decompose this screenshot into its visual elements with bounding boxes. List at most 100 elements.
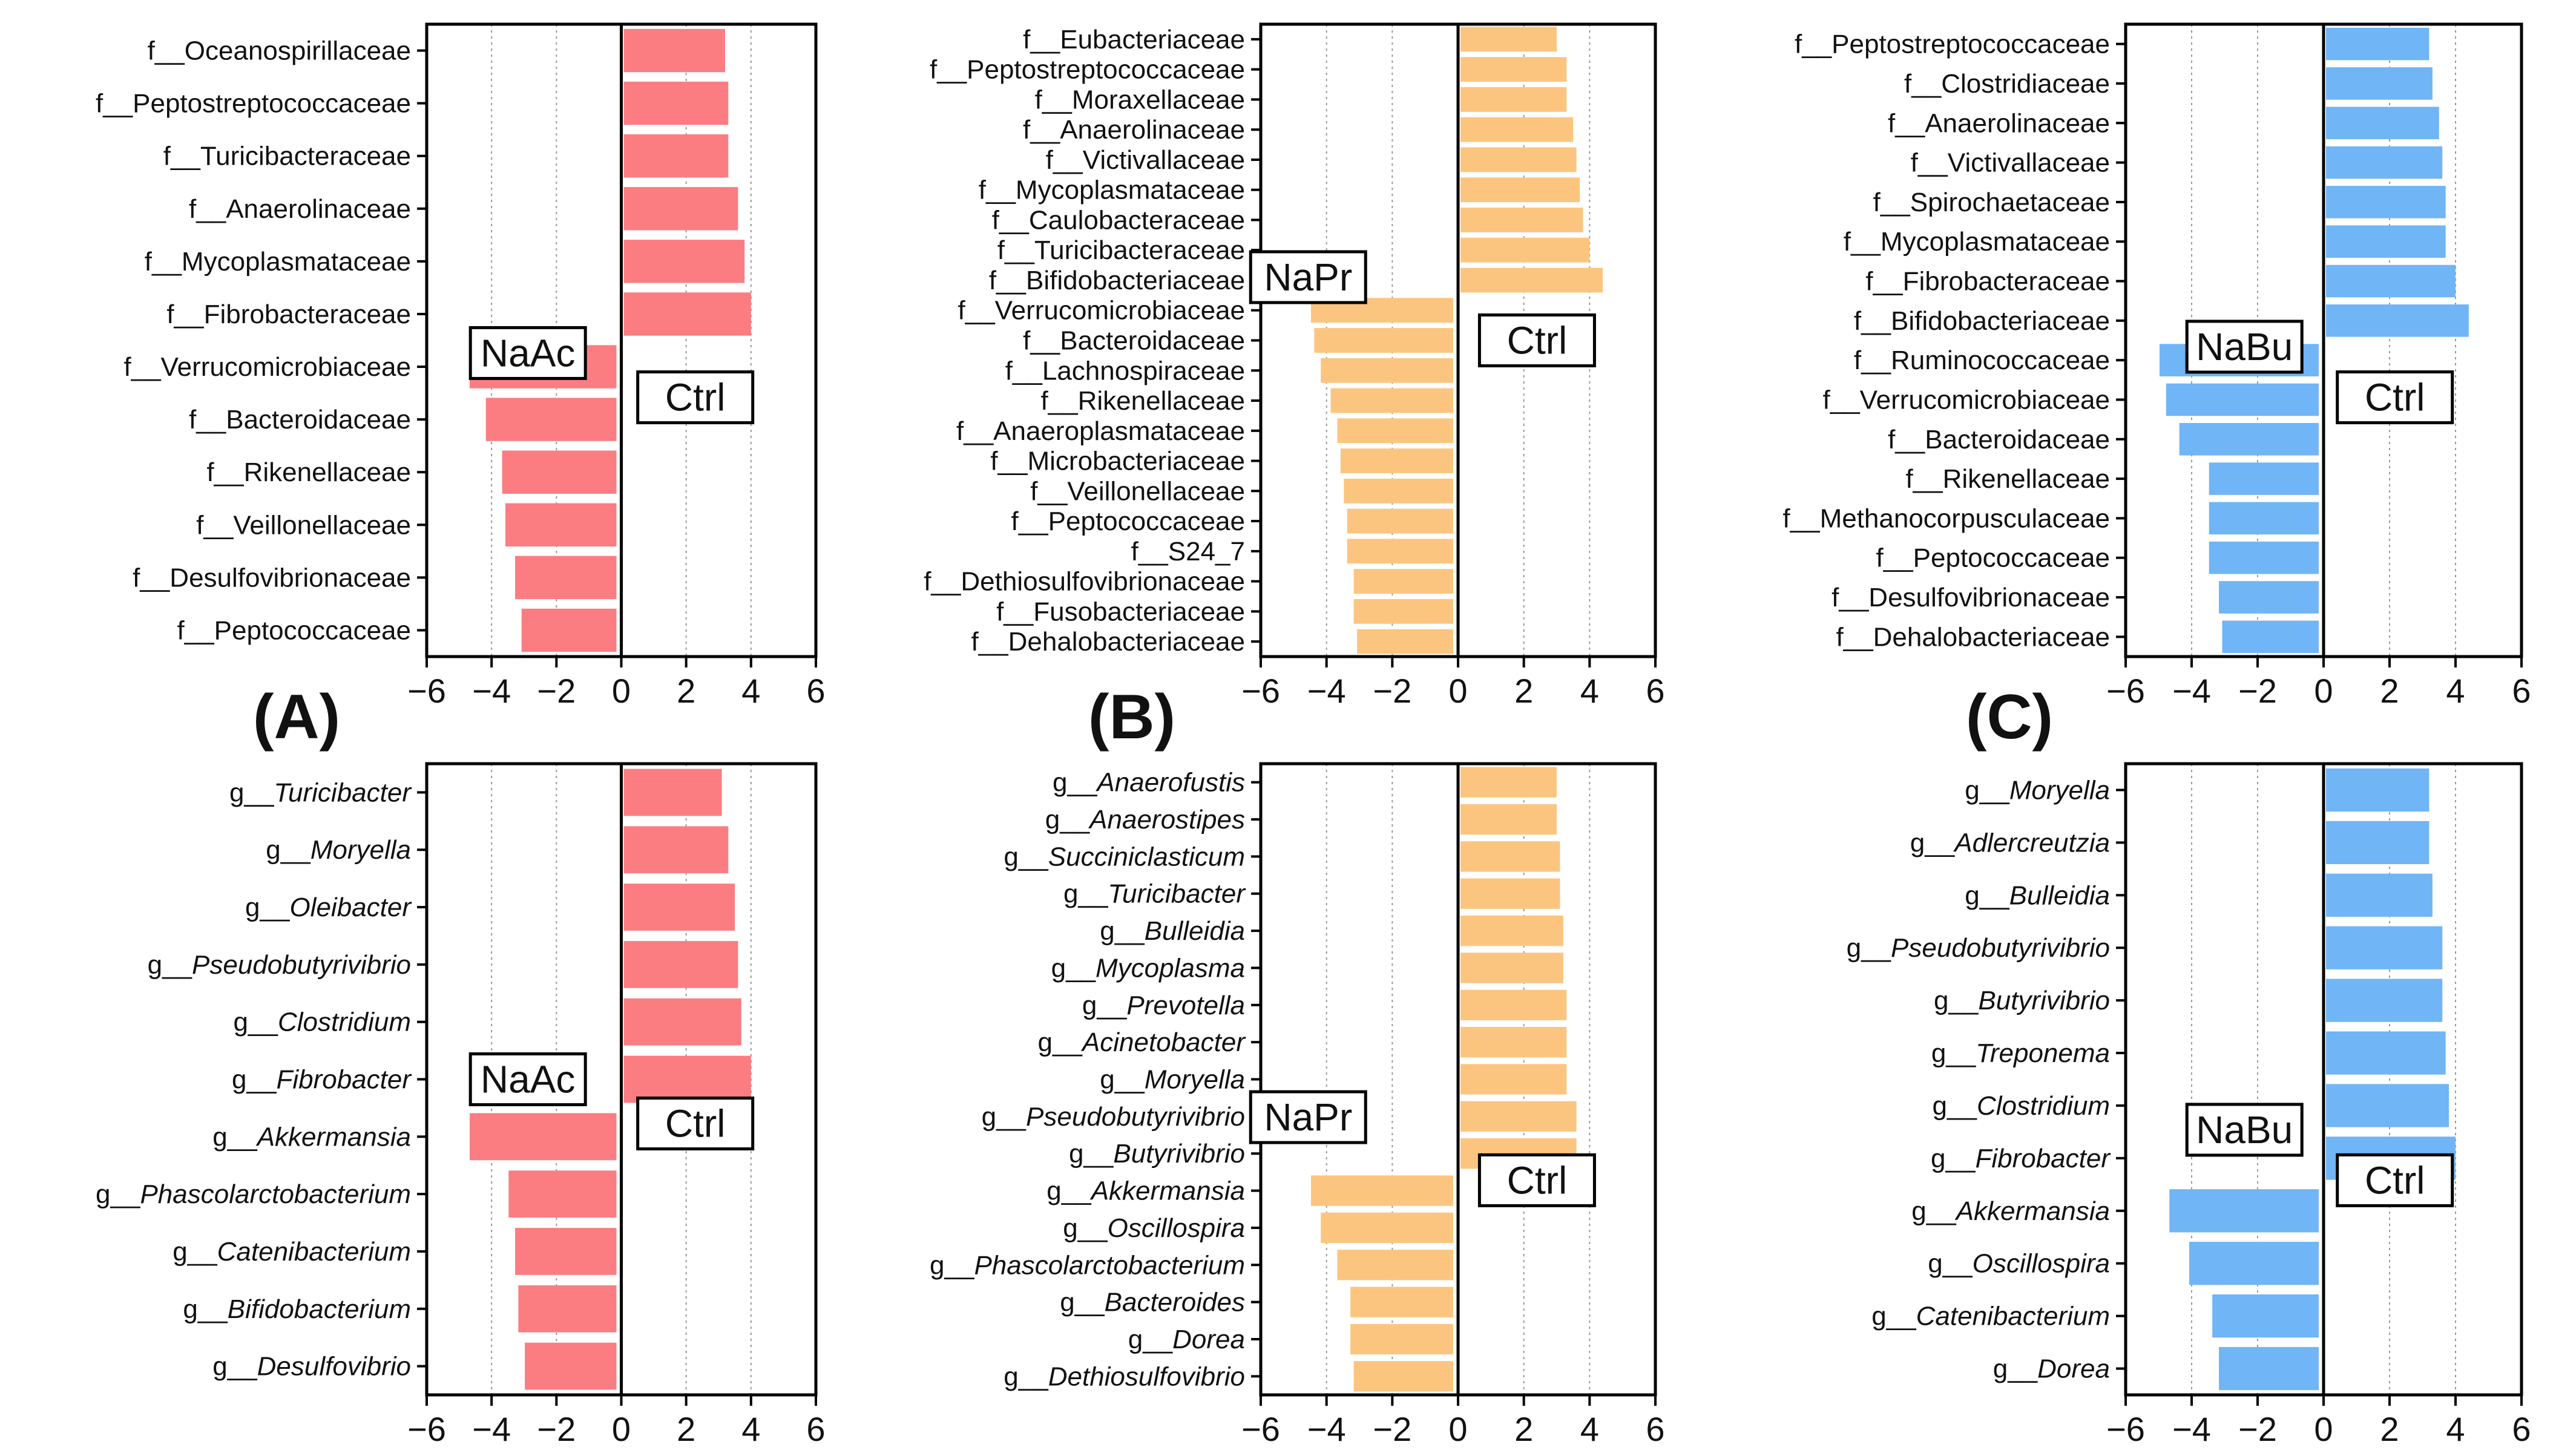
bar-f-turicibacteraceae <box>623 134 729 178</box>
bar-turicibacter <box>1460 878 1560 909</box>
group-box-right <box>1477 313 1596 367</box>
bar-fibrobacter <box>623 1055 751 1103</box>
category-label: g__Akkermansia <box>1911 1196 2110 1226</box>
group-label-right: Ctrl <box>2365 1158 2425 1202</box>
bar-succiniclasticum <box>1460 841 1560 872</box>
category-label: f__Verrucomicrobiaceae <box>1823 385 2110 415</box>
bar-mycoplasma <box>1460 953 1563 983</box>
category-label: g__Desulfovibrio <box>212 1352 411 1382</box>
bar-pseudobutyrivibrio <box>2326 926 2443 969</box>
category-label: f__Anaerolinaceae <box>1023 115 1245 145</box>
bar-moryella <box>1460 1064 1567 1095</box>
x-tick-label: −4 <box>472 672 511 710</box>
bar-f-anaerolinaceae <box>1460 117 1574 142</box>
bar-moryella <box>623 826 729 874</box>
group-label-left: NaPr <box>1264 255 1352 299</box>
category-label: f__Lachnospiraceae <box>1005 356 1245 385</box>
bar-turicibacter <box>623 769 722 816</box>
group-label-left: NaPr <box>1264 1095 1352 1139</box>
x-tick-label: 4 <box>741 1410 760 1448</box>
category-label: g__Bulleidia <box>1965 880 2110 910</box>
bar-desulfovibrio <box>525 1342 617 1390</box>
category-label: g__Oleibacter <box>245 893 412 922</box>
x-tick-label: 2 <box>1514 672 1533 710</box>
bar-f-anaerolinaceae <box>623 187 738 231</box>
category-label: g__Dethiosulfovibrio <box>1004 1362 1245 1391</box>
group-box-left <box>1249 1090 1367 1144</box>
category-label: g__Phascolarctobacterium <box>96 1179 411 1209</box>
category-label: f__Desulfovibrionaceae <box>1832 583 2110 612</box>
bar-f-moraxellaceae <box>1460 87 1567 112</box>
chart-a-family: f__Oceanospirillaceae f__Peptostreptococc… <box>96 22 826 710</box>
category-label: f__Peptococcaceae <box>1011 507 1245 536</box>
bar-f-mycoplasmataceae <box>1460 177 1580 203</box>
bar-pseudobutyrivibrio <box>1460 1101 1577 1132</box>
bar-akkermansia <box>2169 1189 2319 1233</box>
x-tick-label: 4 <box>1580 1410 1599 1448</box>
bar-f-oceanospirillaceae <box>623 28 725 73</box>
x-tick-label: 4 <box>2446 1410 2465 1448</box>
category-label: f__Clostridiaceae <box>1904 69 2110 99</box>
x-tick-label: −6 <box>1241 672 1280 710</box>
bar-f-bacteroidaceae <box>1314 328 1453 353</box>
x-tick-label: 6 <box>1646 1410 1664 1448</box>
group-label-left: NaBu <box>2196 1108 2293 1152</box>
category-label: g__Phascolarctobacterium <box>930 1250 1245 1280</box>
category-label: g__Fibrobacter <box>232 1065 412 1095</box>
group-box-right <box>636 370 755 425</box>
category-label: g__Butyrivibrio <box>1934 986 2110 1015</box>
category-label: g__Pseudobutyrivibrio <box>148 950 411 980</box>
bar-catenibacterium <box>2212 1294 2319 1338</box>
group-box-right <box>2336 370 2454 425</box>
category-label: g__Moryella <box>1100 1065 1245 1095</box>
bar-oscillospira <box>2189 1242 2319 1285</box>
bar-f-rikenellaceae <box>502 450 617 494</box>
bar-f-fibrobacteraceae <box>623 292 751 336</box>
bar-f-caulobacteraceae <box>1460 208 1583 232</box>
x-tick-label: 6 <box>806 1410 825 1448</box>
chart-c-family: f__Peptostreptococcaceae f__Clostridiacea… <box>1782 22 2531 710</box>
category-label: g__Clostridium <box>1933 1091 2110 1121</box>
bar-f-peptostreptococcaceae <box>1460 57 1567 82</box>
category-label: g__Pseudobutyrivibrio <box>982 1102 1245 1132</box>
bar-f-dehalobacteriaceae <box>2222 620 2319 654</box>
category-label: g__Prevotella <box>1082 991 1245 1020</box>
category-label: g__Butyrivibrio <box>1069 1139 1245 1169</box>
category-label: f__Fusobacteriaceae <box>996 597 1245 626</box>
category-label: g__Succiniclasticum <box>1004 842 1245 871</box>
x-tick-label: −2 <box>2238 672 2277 710</box>
category-label: g__Acinetobacter <box>1038 1028 1247 1057</box>
category-label: g__Bifidobacterium <box>183 1294 411 1324</box>
group-box-left <box>468 326 587 380</box>
category-label: f__Turicibacteraceae <box>997 235 1245 265</box>
x-tick-label: 0 <box>1448 672 1467 710</box>
category-label: f__Peptostreptococcaceae <box>930 55 1245 85</box>
bar-catenibacterium <box>515 1228 617 1275</box>
x-tick-label: 6 <box>2512 1410 2531 1448</box>
bar-clostridium <box>623 998 741 1046</box>
category-label: g__Anaerostipes <box>1045 805 1245 835</box>
category-label: f__Bacteroidaceae <box>1888 425 2110 454</box>
x-tick-label: 6 <box>1646 672 1664 710</box>
category-label: f__Peptostreptococcaceae <box>1795 30 2110 59</box>
panel-label-a: (A) <box>253 682 340 752</box>
bar-f-fusobacteriaceae <box>1353 598 1453 624</box>
bar-f-bacteroidaceae <box>2179 423 2319 456</box>
x-tick-label: −6 <box>2106 672 2145 710</box>
bar-f-veillonellaceae <box>1344 478 1453 503</box>
bar-oscillospira <box>1321 1212 1453 1244</box>
group-label-left: NaAc <box>481 331 576 375</box>
x-tick-label: 2 <box>2380 672 2399 710</box>
category-label: f__Rikenellaceae <box>1040 386 1245 416</box>
category-label: f__Oceanospirillaceae <box>148 36 411 66</box>
category-label: f__Bacteroidaceae <box>1023 326 1245 356</box>
group-box-right <box>636 1097 755 1151</box>
bar-bulleidia <box>1460 915 1563 946</box>
category-label: g__Mycoplasma <box>1051 953 1245 983</box>
x-tick-label: 0 <box>1448 1410 1467 1448</box>
x-tick-label: 4 <box>1580 672 1599 710</box>
bar-f-peptostreptococcaceae <box>623 81 729 125</box>
x-tick-label: −4 <box>1307 672 1346 710</box>
category-label: g__Fibrobacter <box>1931 1144 2111 1173</box>
